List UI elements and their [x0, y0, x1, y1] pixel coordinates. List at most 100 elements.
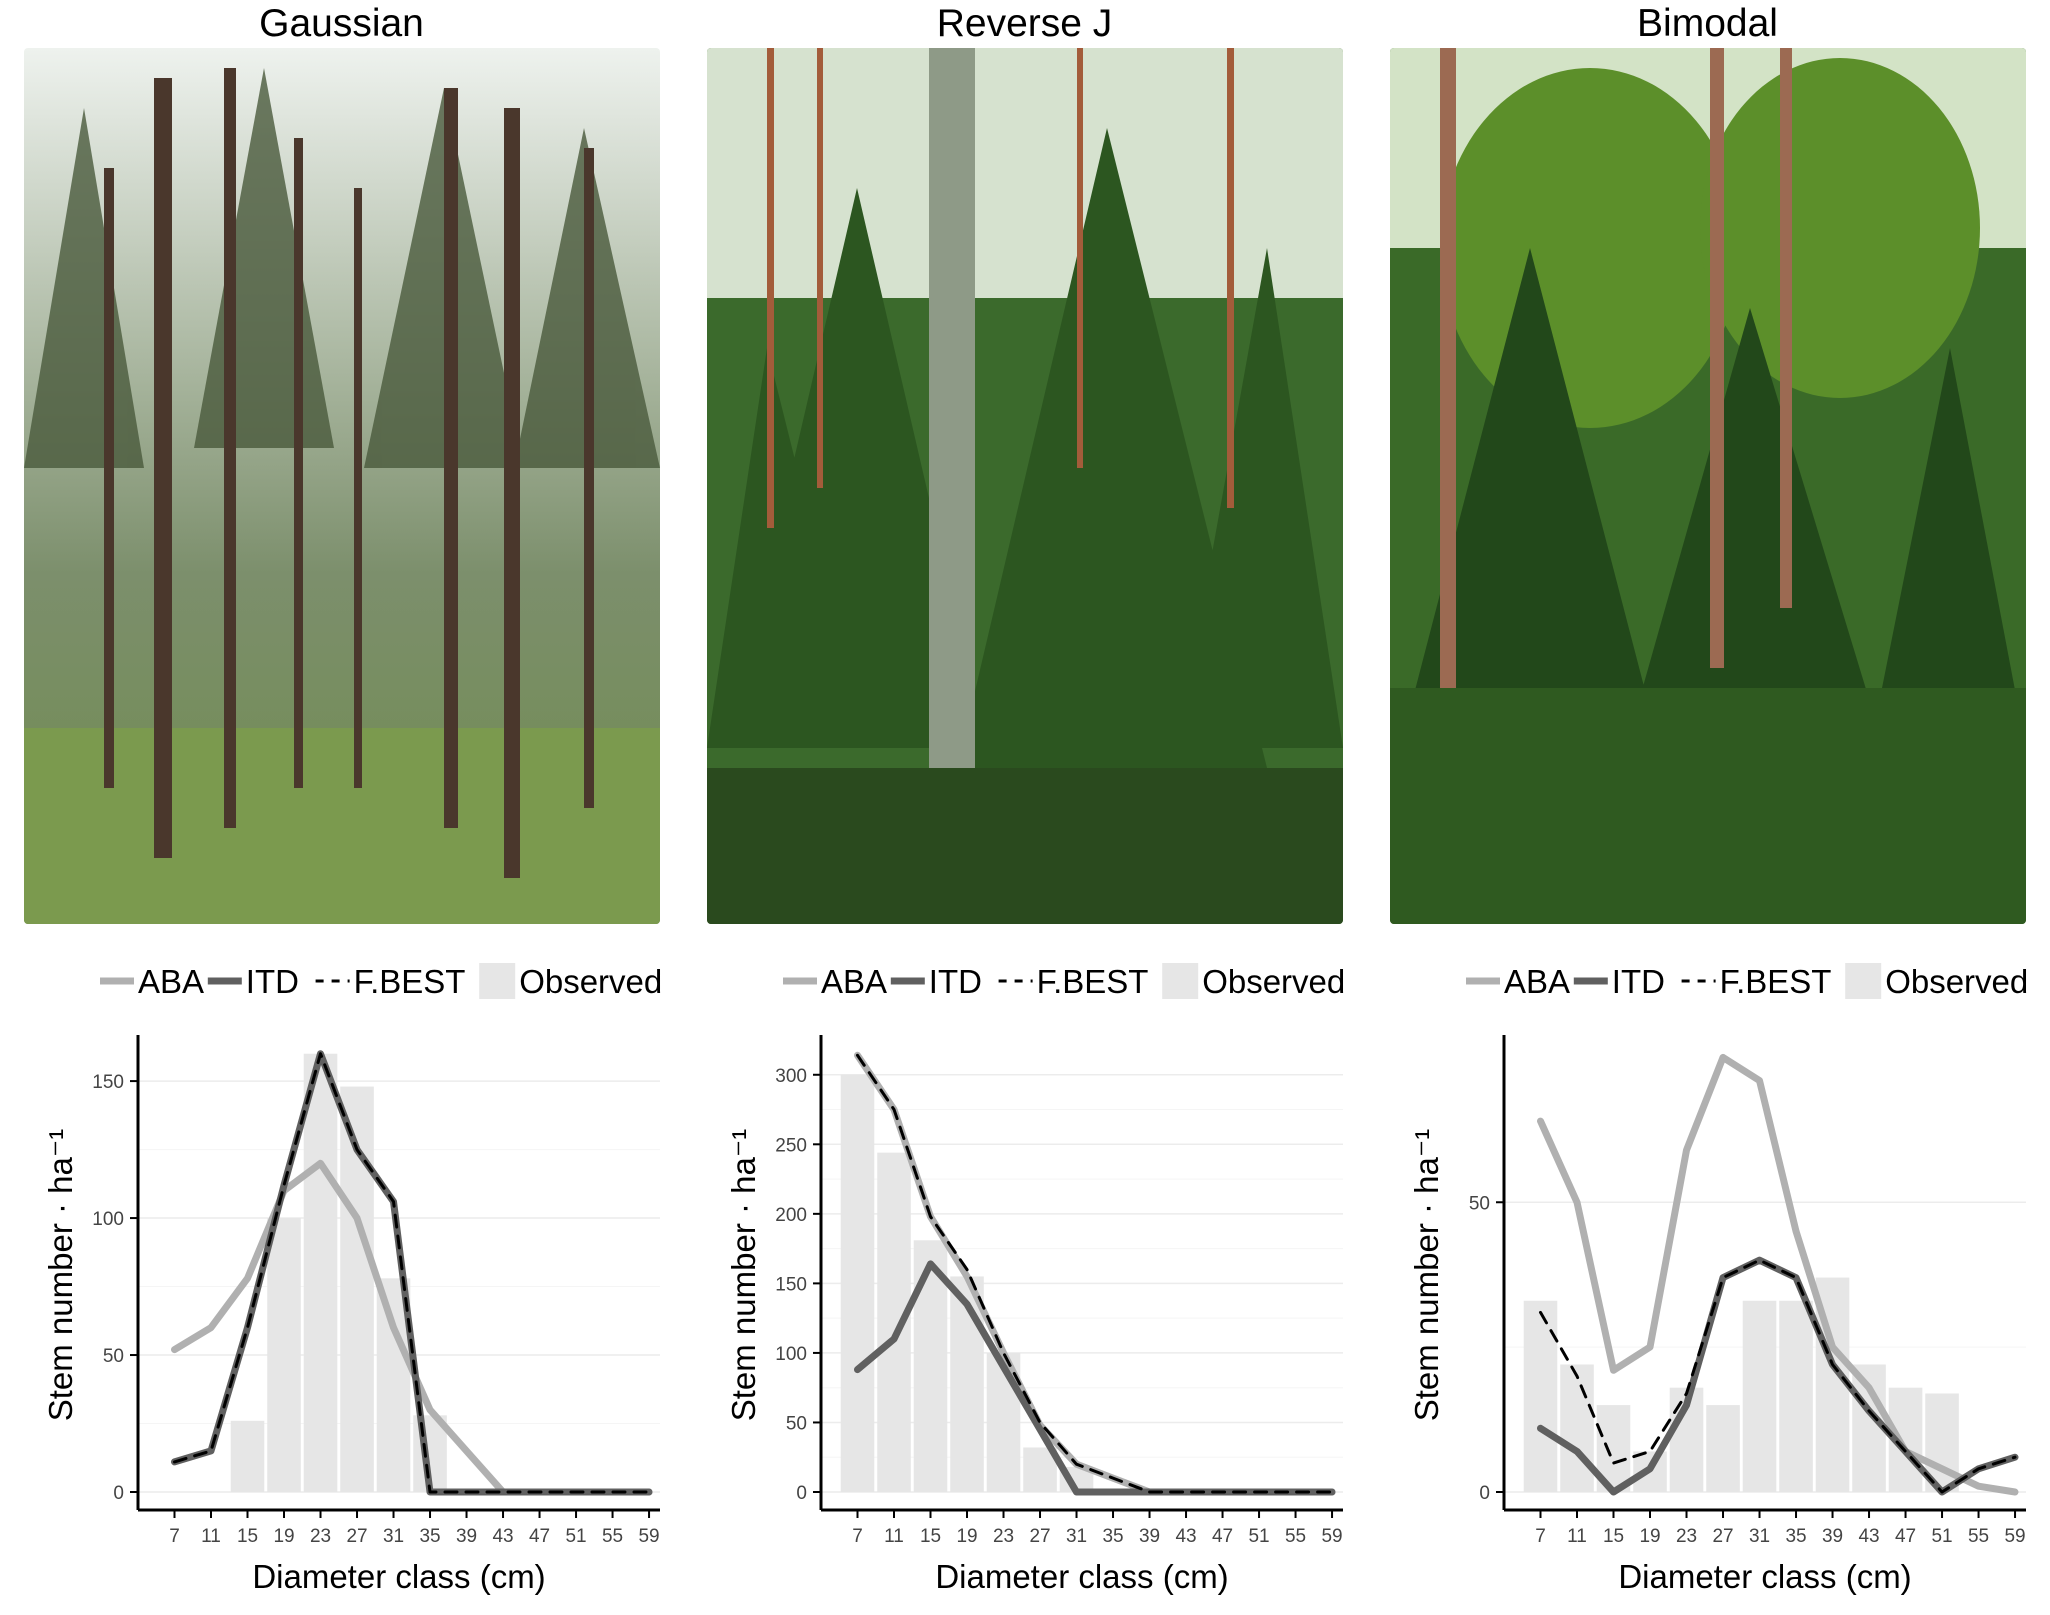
series-line-fbest [856, 1053, 1334, 1494]
chart: 0 50 7 11 15 19 23 27 31 35 39 43 47 51 55 59 Diameter c… [1366, 1020, 2049, 1610]
x-tick-label: 23 [993, 1526, 1014, 1547]
y-tick-label: 250 [775, 1135, 807, 1156]
panel-bimodal: Bimodal ABA ITD F.BEST Observed 0 50 7 11 15 19 2… [1366, 0, 2049, 1610]
x-tick-label: 23 [310, 1526, 331, 1547]
observed-bar [1779, 1300, 1813, 1492]
y-tick-label: 150 [775, 1274, 807, 1295]
y-axis-label: Stem number · ha⁻¹ [1408, 1129, 1445, 1422]
x-tick-label: 55 [1968, 1526, 1989, 1547]
x-tick-label: 19 [956, 1526, 977, 1547]
y-tick-label: 100 [92, 1209, 124, 1230]
legend-label-observed: Observed [1202, 963, 1345, 1000]
panel-title: Gaussian [259, 2, 424, 45]
y-tick-label: 200 [775, 1205, 807, 1226]
x-axis-label: Diameter class (cm) [935, 1558, 1228, 1595]
x-tick-label: 7 [1535, 1526, 1546, 1547]
chart-svg: 0 50 100 150 7 11 15 19 23 27 31 35 39 43 47 51 55 59 Diam… [42, 1035, 660, 1595]
legend-label-observed: Observed [519, 963, 662, 1000]
x-tick-label: 35 [1102, 1526, 1123, 1547]
legend-label-itd: ITD [929, 963, 982, 1000]
panel-title: Reverse J [936, 2, 1113, 45]
chart-svg: 0 50 7 11 15 19 23 27 31 35 39 43 47 51 55 59 Diameter c… [1408, 1035, 2026, 1595]
x-tick-label: 59 [638, 1526, 659, 1547]
x-tick-label: 39 [1822, 1526, 1843, 1547]
x-tick-label: 59 [1321, 1526, 1342, 1547]
series-line-fbest [173, 1052, 651, 1494]
x-tick-label: 11 [884, 1526, 904, 1547]
x-tick-label: 51 [565, 1526, 586, 1547]
y-tick-label: 50 [786, 1413, 807, 1434]
x-tick-label: 11 [1567, 1526, 1587, 1547]
x-tick-label: 27 [1712, 1526, 1733, 1547]
y-tick-label: 150 [92, 1072, 124, 1093]
x-tick-label: 7 [169, 1526, 180, 1547]
observed-bar [1742, 1300, 1777, 1492]
y-tick-label: 100 [775, 1344, 807, 1365]
legend-label-itd: ITD [246, 963, 299, 1000]
legend: ABA ITD F.BEST Observed [1366, 955, 2049, 1007]
legend-label-aba: ABA [1504, 963, 1570, 1000]
x-tick-label: 51 [1248, 1526, 1269, 1547]
x-tick-label: 27 [1029, 1526, 1050, 1547]
forest-photo [1390, 48, 2026, 924]
forest-photo-illustration [24, 48, 660, 924]
x-tick-label: 23 [1676, 1526, 1697, 1547]
x-tick-label: 31 [1749, 1526, 1770, 1547]
observed-bar [1706, 1405, 1740, 1492]
panel-title: Bimodal [1637, 2, 1778, 45]
x-tick-label: 55 [602, 1526, 623, 1547]
x-tick-label: 51 [1931, 1526, 1952, 1547]
observed-bar [1560, 1364, 1594, 1492]
x-tick-label: 43 [1175, 1526, 1196, 1547]
legend-svg: ABA ITD F.BEST Observed [100, 963, 662, 1000]
series-line-itd [1537, 1256, 2019, 1496]
y-tick-label: 0 [1479, 1483, 1490, 1504]
x-tick-label: 27 [346, 1526, 367, 1547]
observed-bars [230, 1053, 447, 1492]
series-line-itd [854, 1260, 1336, 1496]
x-tick-label: 19 [1639, 1526, 1660, 1547]
legend: ABA ITD F.BEST Observed [0, 955, 683, 1007]
x-tick-label: 7 [852, 1526, 863, 1547]
x-tick-label: 47 [1895, 1526, 1916, 1547]
x-tick-label: 15 [237, 1526, 258, 1547]
y-axis-label: Stem number · ha⁻¹ [42, 1129, 79, 1422]
forest-photo [24, 48, 660, 924]
legend-label-observed: Observed [1885, 963, 2028, 1000]
observed-bar [303, 1053, 338, 1492]
observed-bar [267, 1218, 301, 1492]
chart: 0 50 100 150 7 11 15 19 23 27 31 35 39 43 47 51 55 59 Diam… [0, 1020, 683, 1610]
series-line-aba [1537, 1053, 2019, 1496]
series-line-fbest [1539, 1258, 2017, 1494]
forest-photo-illustration [1390, 48, 2026, 924]
x-tick-label: 31 [1066, 1526, 1087, 1547]
x-tick-label: 59 [2004, 1526, 2025, 1547]
x-tick-label: 55 [1285, 1526, 1306, 1547]
x-tick-label: 35 [419, 1526, 440, 1547]
legend-label-aba: ABA [821, 963, 887, 1000]
observed-bar [230, 1420, 265, 1492]
y-tick-label: 300 [775, 1066, 807, 1087]
x-tick-label: 39 [1139, 1526, 1160, 1547]
legend-svg: ABA ITD F.BEST Observed [1466, 963, 2028, 1000]
x-tick-label: 15 [1603, 1526, 1624, 1547]
x-axis-label: Diameter class (cm) [1618, 1558, 1911, 1595]
legend-label-fbest: F.BEST [1720, 963, 1832, 1000]
legend: ABA ITD F.BEST Observed [683, 955, 1366, 1007]
legend-label-fbest: F.BEST [1037, 963, 1149, 1000]
x-tick-label: 11 [201, 1526, 221, 1547]
chart-svg: 0 50 100 150 200 250 300 7 11 15 19 23 27 31 35 39 43 47 5… [725, 1035, 1343, 1595]
y-axis-label: Stem number · ha⁻¹ [725, 1129, 762, 1422]
y-tick-label: 0 [113, 1483, 124, 1504]
x-tick-label: 19 [273, 1526, 294, 1547]
forest-photo [707, 48, 1343, 924]
observed-bar [1523, 1300, 1558, 1492]
legend-key-observed [1845, 963, 1882, 999]
legend-label-fbest: F.BEST [354, 963, 466, 1000]
chart: 0 50 100 150 200 250 300 7 11 15 19 23 27 31 35 39 43 47 5… [683, 1020, 1366, 1610]
legend-svg: ABA ITD F.BEST Observed [783, 963, 1345, 1000]
x-tick-label: 31 [383, 1526, 404, 1547]
forest-photo-illustration [707, 48, 1343, 924]
y-tick-label: 50 [1469, 1193, 1490, 1214]
x-tick-label: 35 [1785, 1526, 1806, 1547]
